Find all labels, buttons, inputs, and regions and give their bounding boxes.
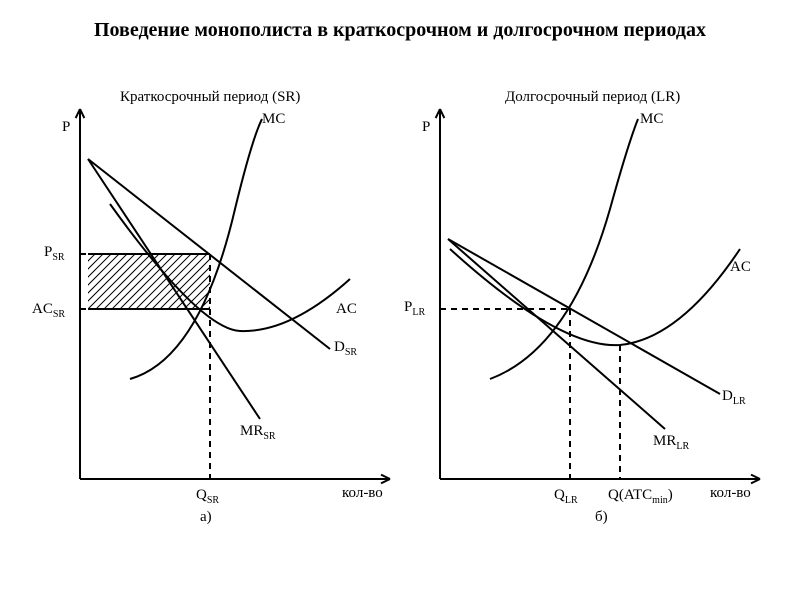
- q-sr-label: QSR: [196, 487, 219, 506]
- right-ac-label: AC: [730, 259, 751, 276]
- p-sr-label: PSR: [44, 244, 65, 263]
- left-d-label: DSR: [334, 339, 357, 358]
- left-chart-title: Краткосрочный период (SR): [120, 89, 300, 106]
- charts-area: Краткосрочный период (SR) Pкол-во PSR ACSR Q…: [0, 49, 800, 569]
- q-atcmin-label: Q(ATCmin): [608, 487, 673, 506]
- right-mr-label: MRLR: [653, 433, 689, 452]
- left-mr-label: MRSR: [240, 423, 276, 442]
- chart-svg: [0, 49, 800, 569]
- left-panel-label: а): [200, 509, 212, 526]
- ac-sr-label: ACSR: [32, 301, 65, 320]
- p-lr-label: PLR: [404, 299, 425, 318]
- right-x-axis-label: кол-во: [710, 485, 751, 502]
- right-d-label: DLR: [722, 388, 746, 407]
- right-panel-label: б): [595, 509, 608, 526]
- left-x-axis-label: кол-во: [342, 485, 383, 502]
- page-title: Поведение монополиста в краткосрочном и …: [0, 0, 800, 49]
- right-y-axis-label: P: [422, 119, 430, 136]
- left-ac-label: AC: [336, 301, 357, 318]
- left-mc-label: MC: [262, 111, 285, 128]
- left-y-axis-label: P: [62, 119, 70, 136]
- right-chart-title: Долгосрочный период (LR): [505, 89, 680, 106]
- right-mc-label: MC: [640, 111, 663, 128]
- q-lr-label: QLR: [554, 487, 578, 506]
